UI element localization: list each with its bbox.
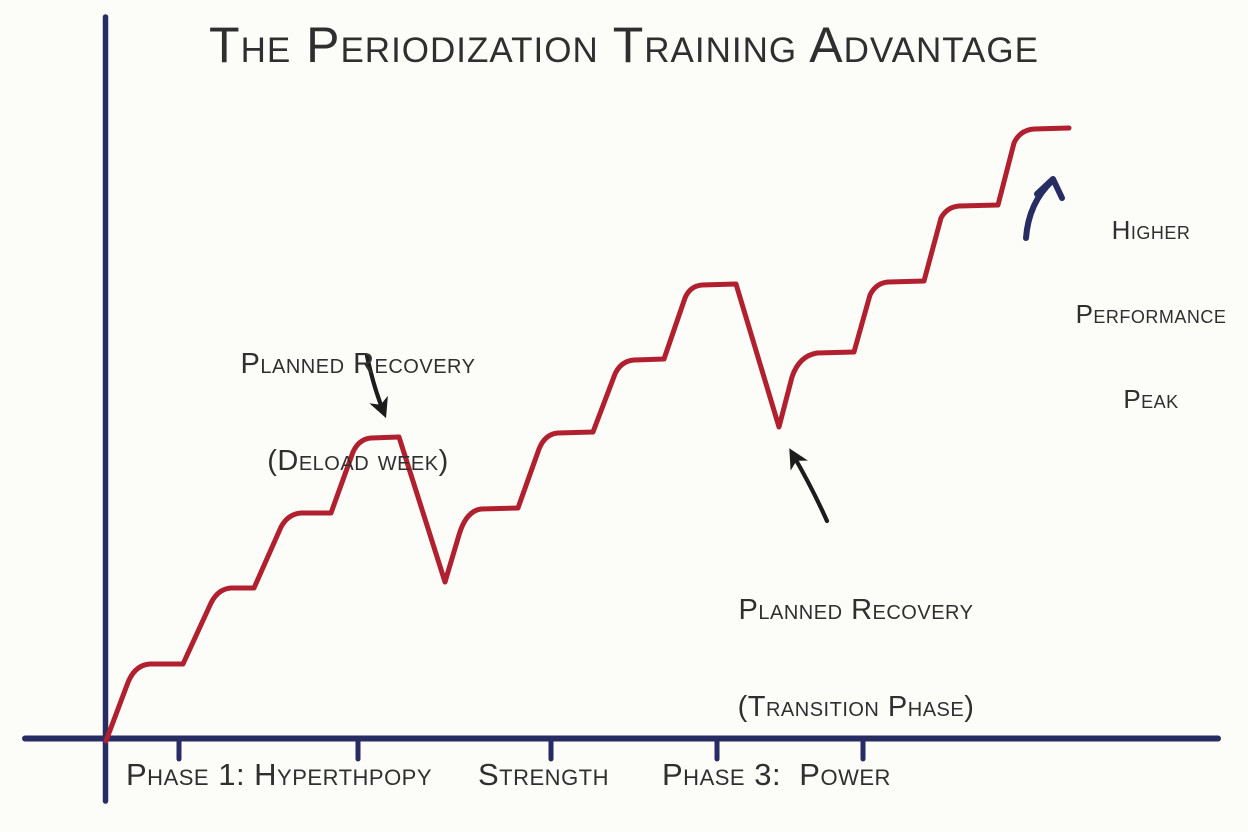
- chart-title: The Periodization Training Advantage: [209, 17, 1039, 73]
- x-axis-label-strength: Strength: [478, 757, 610, 792]
- annotation-deload: Planned Recovery (Deload week): [241, 283, 476, 543]
- higher-peak-arrow-icon: [1023, 176, 1065, 241]
- deload-arrow-icon: [364, 353, 388, 419]
- annotation-peak-line1: Higher: [1111, 215, 1191, 246]
- x-axis-ticks: [176, 738, 866, 762]
- transition-arrow-icon: [789, 448, 830, 524]
- annotation-transition-line1: Planned Recovery: [738, 593, 974, 626]
- annotation-peak-line2: Performance: [1075, 299, 1227, 330]
- x-axis-label-phase3: Phase 3: Power: [662, 757, 891, 792]
- annotation-transition-line2: (Transition Phase): [737, 691, 975, 724]
- annotation-peak-line3: Peak: [1123, 383, 1179, 414]
- annotation-deload-line1: Planned Recovery: [240, 347, 476, 380]
- annotation-transition: Planned Recovery (Transition Phase): [738, 529, 975, 789]
- annotation-deload-line2: (Deload week): [267, 445, 449, 478]
- performance-curve: [103, 125, 1072, 744]
- annotation-higher-peak: Higher Performance Peak: [1076, 160, 1227, 469]
- x-axis-label-phase1: Phase 1: Hyperthpopy: [126, 757, 433, 792]
